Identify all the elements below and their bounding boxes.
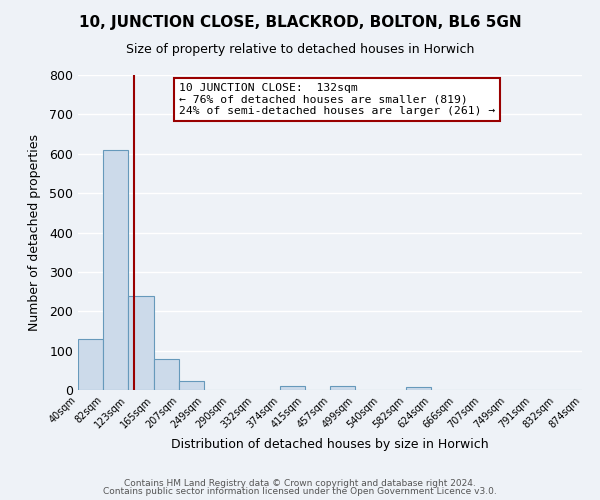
Bar bbox=[330, 386, 355, 390]
Bar bbox=[280, 386, 305, 390]
X-axis label: Distribution of detached houses by size in Horwich: Distribution of detached houses by size … bbox=[171, 438, 489, 451]
Bar bbox=[154, 358, 179, 390]
Text: Contains public sector information licensed under the Open Government Licence v3: Contains public sector information licen… bbox=[103, 487, 497, 496]
Text: 10 JUNCTION CLOSE:  132sqm
← 76% of detached houses are smaller (819)
24% of sem: 10 JUNCTION CLOSE: 132sqm ← 76% of detac… bbox=[179, 83, 495, 116]
Bar bbox=[179, 382, 205, 390]
Bar bbox=[78, 339, 103, 390]
Bar bbox=[406, 387, 431, 390]
Text: Contains HM Land Registry data © Crown copyright and database right 2024.: Contains HM Land Registry data © Crown c… bbox=[124, 478, 476, 488]
Y-axis label: Number of detached properties: Number of detached properties bbox=[28, 134, 41, 331]
Bar bbox=[103, 150, 128, 390]
Text: Size of property relative to detached houses in Horwich: Size of property relative to detached ho… bbox=[126, 42, 474, 56]
Bar bbox=[128, 296, 154, 390]
Text: 10, JUNCTION CLOSE, BLACKROD, BOLTON, BL6 5GN: 10, JUNCTION CLOSE, BLACKROD, BOLTON, BL… bbox=[79, 15, 521, 30]
